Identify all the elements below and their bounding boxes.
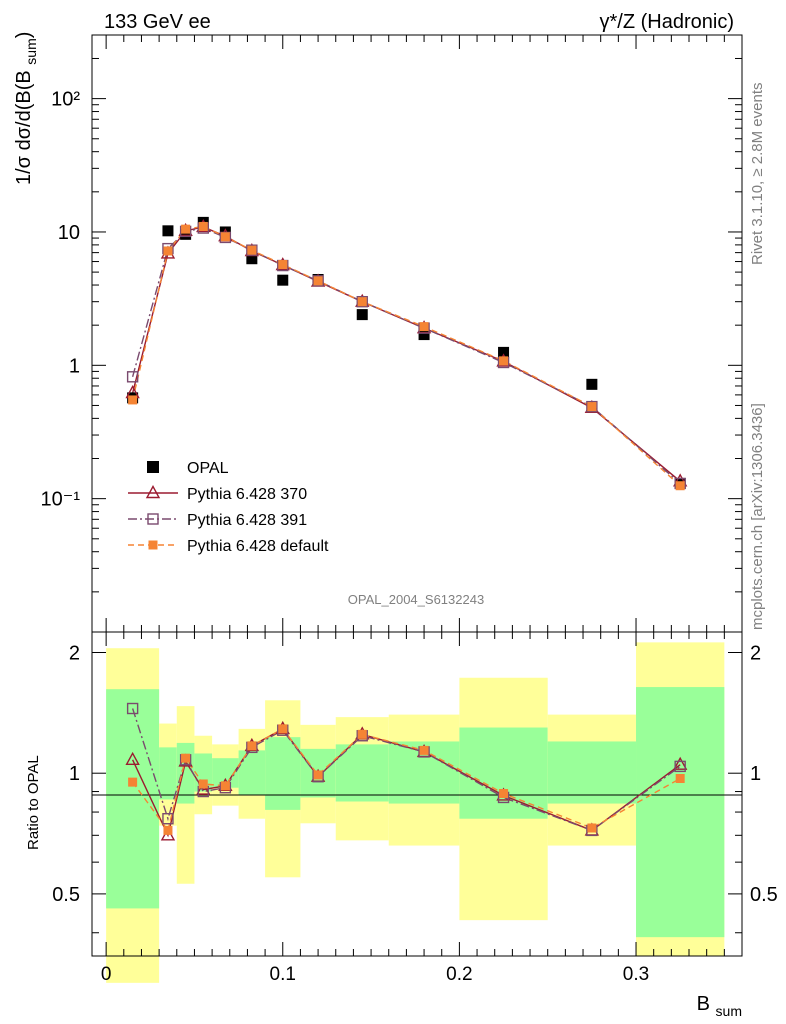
green-band-1 [159, 747, 177, 800]
x-tick-label: 0.3 [623, 964, 649, 985]
y-tick-label-ratio-right: 0.5 [750, 884, 778, 906]
green-band-10 [459, 727, 548, 819]
ratio-series-point-0 [673, 756, 688, 770]
y-tick-label-ratio-right: 1 [750, 763, 761, 785]
green-band-2 [176, 742, 195, 804]
ratio-plot-frame [91, 631, 743, 957]
green-band-12 [636, 687, 725, 938]
main-series-point-3 [278, 260, 288, 270]
main-series-point-3 [220, 232, 230, 242]
legend-marker-0 [147, 461, 159, 473]
header-right: γ*/Z (Hadronic) [600, 11, 734, 33]
header-left: 133 GeV ee [104, 11, 211, 33]
legend-label-3: Pythia 6.428 default [187, 538, 329, 555]
y-tick-label-ratio-right: 2 [750, 643, 761, 665]
ratio-series-point-2 [128, 777, 138, 787]
ratio-series-point-2 [220, 781, 230, 791]
y-tick-label-ratio: 2 [69, 643, 80, 665]
ylabel-subscript: sum [23, 38, 39, 64]
legend-marker-1 [145, 485, 161, 499]
ratio-series-point-2 [357, 729, 367, 739]
rivet-version-label: Rivet 3.1.10, ≥ 2.8M events [749, 83, 766, 266]
y-tick-label-ratio: 1 [69, 763, 80, 785]
xlabel: B sum [697, 993, 742, 1019]
ratio-ylabel: Ratio to OPAL [25, 755, 42, 850]
axes: 0 0.1 0.2 0.3 10⁻¹ 1 10 10² 0.5 0.5 1 1 2 2 [41, 34, 778, 985]
ratio-series-point-2 [198, 779, 208, 789]
green-band-5 [238, 750, 266, 796]
ratio-series-point-0 [125, 751, 140, 766]
main-series-point-2 [356, 295, 368, 308]
main-series-point-2 [312, 275, 324, 287]
ratio-series-point-1 [126, 702, 139, 715]
main-series-point-3 [128, 395, 138, 405]
ratio-bands [106, 642, 725, 983]
main-series-point-3 [181, 224, 191, 234]
analysis-label: OPAL_2004_S6132243 [348, 592, 484, 607]
legend: OPAL Pythia 6.428 370 Pythia 6.428 391 Pyth… [128, 460, 329, 555]
legend-label-2: Pythia 6.428 391 [187, 512, 307, 529]
main-ylabel-text: 1/σ dσ/d(B(B [13, 70, 35, 185]
legend-label-0: OPAL [187, 460, 229, 477]
main-series-point-3 [198, 221, 208, 231]
main-opal-point [498, 346, 510, 358]
ratio-series-point-2 [247, 741, 257, 751]
main-opal-point [246, 253, 258, 265]
ratio-series-point-2 [163, 825, 173, 835]
x-tick-label: 0 [101, 964, 112, 985]
main-series-line-3 [131, 225, 681, 487]
ratio-series-point-1 [674, 760, 686, 773]
main-opal-point [162, 225, 174, 237]
main-series-point-2 [586, 400, 598, 413]
green-band-8 [335, 744, 389, 802]
main-series-point-3 [313, 276, 323, 286]
x-tick-label: 0.1 [270, 964, 296, 985]
main-series-line-1 [131, 226, 681, 482]
green-band-11 [547, 741, 637, 804]
main-opal-point [586, 378, 598, 390]
main-ylabel: 1/σ dσ/d(B(B sum) [13, 32, 39, 185]
series-markers [125, 216, 688, 841]
y-tick-label-main: 10² [51, 89, 80, 111]
y-tick-label-ratio: 0.5 [52, 884, 80, 906]
legend-marker-3 [148, 540, 158, 550]
ratio-series-point-2 [313, 770, 323, 780]
ratio-series-point-2 [181, 753, 191, 763]
ratio-series-point-2 [278, 724, 288, 734]
ratio-series-point-2 [419, 745, 429, 755]
ratio-series-point-2 [675, 774, 685, 784]
main-series-line-2 [131, 227, 681, 484]
ylabel-close: ) [13, 32, 35, 39]
main-opal-point [356, 309, 368, 321]
main-series-point-3 [587, 402, 597, 412]
legend-label-1: Pythia 6.428 370 [187, 486, 307, 503]
main-series-point-3 [247, 245, 257, 255]
main-series-point-2 [246, 244, 258, 256]
main-opal-point [277, 274, 289, 286]
ratio-series-point-0 [196, 781, 211, 795]
y-tick-label-main: 1 [69, 355, 80, 377]
ratio-series-point-1 [162, 813, 174, 825]
legend-marker-2 [147, 513, 159, 525]
main-series-point-3 [163, 246, 173, 256]
mcplots-label: mcplots.cern.ch [arXiv:1306.3436] [749, 403, 766, 630]
y-tick-label-main: 10⁻¹ [41, 489, 81, 511]
xlabel-subscript: sum [716, 1003, 742, 1019]
green-band-6 [265, 737, 301, 810]
ratio-series-point-2 [587, 823, 597, 833]
ratio-series-point-2 [499, 788, 509, 798]
main-opal-point [418, 329, 430, 341]
main-series-point-3 [675, 481, 685, 491]
main-series-point-3 [499, 356, 509, 366]
main-series-point-3 [419, 322, 429, 332]
main-series-point-2 [126, 371, 139, 383]
main-opal-point [180, 228, 192, 240]
x-tick-label: 0.2 [446, 964, 472, 985]
y-tick-label-main: 10 [58, 222, 80, 244]
xlabel-text: B [697, 993, 710, 1015]
main-series-point-3 [357, 297, 367, 307]
